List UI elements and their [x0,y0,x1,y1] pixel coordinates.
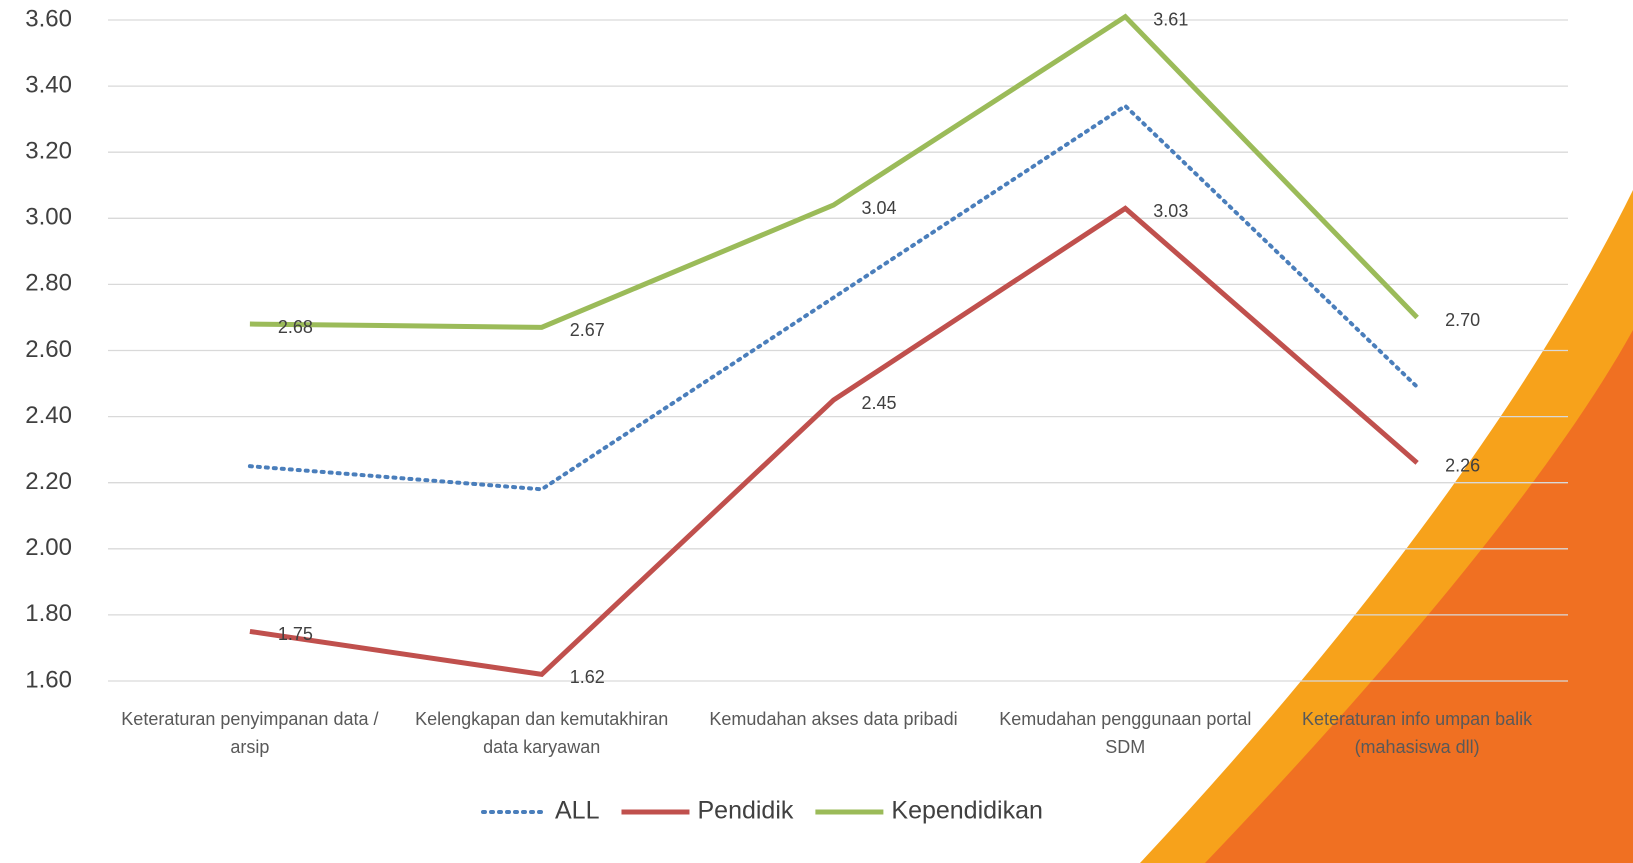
y-tick-label: 2.60 [25,336,72,363]
legend-label: ALL [555,797,600,825]
data-label: 3.03 [1153,201,1188,221]
y-tick-label: 3.20 [25,138,72,165]
x-tick-label: Kemudahan akses data pribadi [709,709,958,729]
series-line [249,205,1419,678]
series-line [247,103,1420,492]
data-label: 2.70 [1445,310,1480,330]
y-tick-label: 2.00 [25,534,72,561]
data-label: 1.75 [278,624,313,644]
x-tick-label: Kelengkapan dan kemutakhiran data karyaw… [415,709,669,757]
y-tick-label: 3.40 [25,71,72,98]
data-label: 2.68 [278,317,313,337]
data-label: 2.26 [1445,456,1480,476]
y-tick-label: 2.80 [25,270,72,297]
legend-label: Pendidik [697,797,793,825]
y-tick-label: 2.20 [25,468,72,495]
y-tick-label: 1.60 [25,666,72,693]
x-tick-label: Kemudahan penggunaan portal SDM [999,709,1252,757]
decor-dark [1205,330,1633,863]
data-label: 1.62 [570,667,605,687]
y-tick-label: 3.00 [25,204,72,231]
y-tick-label: 3.60 [25,5,72,32]
series-line [249,13,1419,330]
data-label: 3.61 [1153,9,1188,29]
data-label: 2.45 [862,393,897,413]
x-tick-label: Keteraturan penyimpanan data / arsip [121,709,379,757]
legend-label: Kependidikan [891,797,1043,825]
data-label: 3.04 [862,198,897,218]
y-tick-label: 1.80 [25,600,72,627]
x-tick-label: Keteraturan info umpan balik (mahasiswa … [1302,709,1533,757]
data-label: 2.67 [570,320,605,340]
y-tick-label: 2.40 [25,402,72,429]
